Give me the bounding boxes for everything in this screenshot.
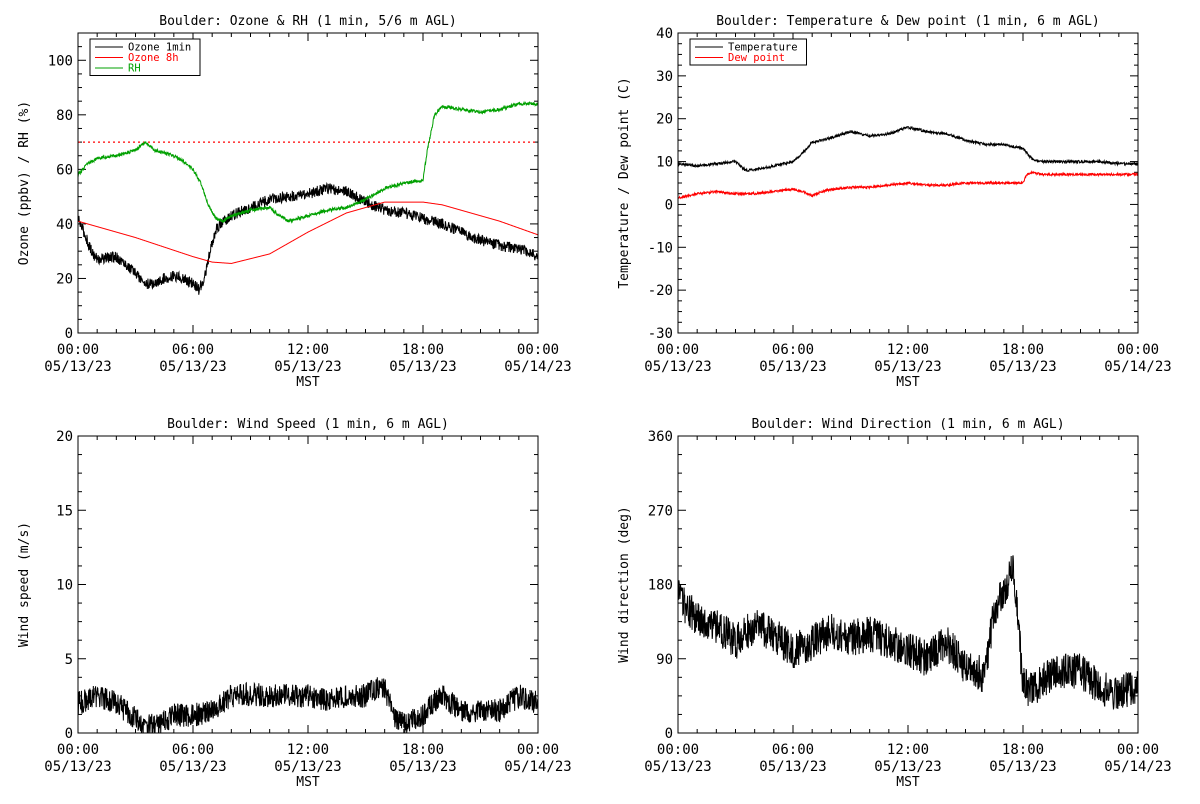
- x-tick-time-label: 18:00: [1002, 742, 1044, 758]
- plot-frame: [77, 32, 539, 334]
- chart-title: Boulder: Wind Speed (1 min, 6 m AGL): [167, 417, 449, 432]
- y-tick-label: 0: [65, 726, 73, 742]
- x-axis-label: MST: [896, 775, 920, 790]
- x-tick-time-label: 18:00: [1002, 342, 1044, 358]
- legend-label: Temperature: [728, 42, 798, 54]
- legend-label: Ozone 8h: [128, 52, 179, 64]
- y-axis-label: Temperature / Dew point (C): [617, 77, 632, 288]
- x-tick-date-label: 05/13/23: [274, 359, 341, 375]
- x-tick-time-label: 00:00: [517, 742, 559, 758]
- x-axis-label: MST: [296, 375, 320, 390]
- y-tick-label: 100: [48, 53, 73, 69]
- chart-panel-1: Boulder: Ozone & RH (1 min, 5/6 m AGL) Oz…: [17, 14, 572, 390]
- x-tick-date-label: 05/14/23: [504, 359, 571, 375]
- series-line-ozone-8h: [78, 201, 538, 264]
- chart-title: Boulder: Wind Direction (1 min, 6 m AGL): [751, 417, 1064, 432]
- x-tick-date-label: 05/13/23: [644, 359, 711, 375]
- y-tick-label: 20: [56, 429, 73, 445]
- y-tick-label: 0: [665, 197, 673, 213]
- legend-box: [689, 38, 807, 66]
- y-tick-label: 30: [656, 69, 673, 85]
- y-tick-label: 0: [65, 326, 73, 342]
- chart-title: Boulder: Ozone & RH (1 min, 5/6 m AGL): [159, 14, 456, 29]
- y-tick-label: 40: [56, 217, 73, 233]
- x-tick-date-label: 05/14/23: [1104, 759, 1171, 775]
- y-axis-label: Wind direction (deg): [617, 506, 632, 663]
- legend-label: Dew point: [728, 52, 785, 64]
- y-axis-label: Wind speed (m/s): [17, 522, 32, 647]
- y-tick-label: 360: [648, 429, 673, 445]
- series-line-rh: [78, 100, 538, 224]
- x-tick-date-label: 05/13/23: [989, 359, 1056, 375]
- legend-label: Ozone 1min: [128, 42, 191, 54]
- x-tick-time-label: 00:00: [657, 742, 699, 758]
- x-tick-date-label: 05/13/23: [159, 759, 226, 775]
- y-tick-label: 10: [656, 155, 673, 171]
- y-tick-label: -20: [648, 283, 673, 299]
- series-line-temperature: [678, 126, 1138, 173]
- y-tick-label: 80: [56, 108, 73, 124]
- y-tick-label: 5: [65, 652, 73, 668]
- x-tick-time-label: 18:00: [402, 742, 444, 758]
- y-tick-label: 60: [56, 162, 73, 178]
- series-line-dew-point: [678, 170, 1138, 200]
- x-tick-date-label: 05/13/23: [389, 359, 456, 375]
- y-tick-label: 40: [656, 26, 673, 42]
- y-tick-label: 180: [648, 578, 673, 594]
- x-tick-time-label: 00:00: [57, 742, 99, 758]
- x-tick-time-label: 00:00: [57, 342, 99, 358]
- x-tick-date-label: 05/14/23: [504, 759, 571, 775]
- chart-title: Boulder: Temperature & Dew point (1 min,…: [716, 14, 1100, 29]
- x-tick-date-label: 05/14/23: [1104, 359, 1171, 375]
- legend-label: RH: [128, 63, 141, 75]
- y-tick-label: -30: [648, 326, 673, 342]
- x-tick-date-label: 05/13/23: [759, 359, 826, 375]
- x-axis-label: MST: [296, 775, 320, 790]
- x-tick-time-label: 12:00: [287, 742, 329, 758]
- x-tick-time-label: 06:00: [772, 742, 814, 758]
- chart-panel-3: Boulder: Wind Speed (1 min, 6 m AGL) Wind…: [17, 417, 572, 790]
- y-tick-label: 15: [56, 503, 73, 519]
- x-tick-date-label: 05/13/23: [874, 359, 941, 375]
- y-tick-label: 20: [656, 112, 673, 128]
- y-tick-label: 20: [56, 271, 73, 287]
- y-axis-label: Ozone (ppbv) / RH (%): [17, 101, 32, 265]
- x-tick-time-label: 06:00: [172, 342, 214, 358]
- x-tick-time-label: 00:00: [657, 342, 699, 358]
- x-tick-date-label: 05/13/23: [159, 359, 226, 375]
- series-line-ozone-1min: [78, 181, 538, 295]
- series-line-data: [78, 677, 538, 733]
- x-tick-date-label: 05/13/23: [759, 759, 826, 775]
- y-tick-label: 90: [656, 652, 673, 668]
- y-tick-label: -10: [648, 240, 673, 256]
- x-tick-time-label: 18:00: [402, 342, 444, 358]
- plot-frame: [77, 435, 539, 734]
- x-tick-time-label: 12:00: [887, 742, 929, 758]
- x-tick-time-label: 06:00: [172, 742, 214, 758]
- x-tick-time-label: 06:00: [772, 342, 814, 358]
- x-tick-time-label: 00:00: [1117, 342, 1159, 358]
- y-tick-label: 270: [648, 503, 673, 519]
- x-tick-date-label: 05/13/23: [644, 759, 711, 775]
- x-tick-date-label: 05/13/23: [874, 759, 941, 775]
- chart-panel-4: Boulder: Wind Direction (1 min, 6 m AGL)…: [617, 417, 1172, 790]
- x-axis-label: MST: [896, 375, 920, 390]
- x-tick-date-label: 05/13/23: [989, 759, 1056, 775]
- x-tick-time-label: 12:00: [887, 342, 929, 358]
- series-line-data: [678, 555, 1138, 711]
- y-tick-label: 0: [665, 726, 673, 742]
- plot-frame: [677, 435, 1139, 734]
- y-tick-label: 10: [56, 578, 73, 594]
- x-tick-date-label: 05/13/23: [274, 759, 341, 775]
- x-tick-time-label: 12:00: [287, 342, 329, 358]
- plot-frame: [677, 32, 1139, 334]
- x-tick-date-label: 05/13/23: [44, 359, 111, 375]
- chart-panel-2: Boulder: Temperature & Dew point (1 min,…: [617, 14, 1172, 390]
- x-tick-time-label: 00:00: [1117, 742, 1159, 758]
- x-tick-date-label: 05/13/23: [389, 759, 456, 775]
- x-tick-time-label: 00:00: [517, 342, 559, 358]
- x-tick-date-label: 05/13/23: [44, 759, 111, 775]
